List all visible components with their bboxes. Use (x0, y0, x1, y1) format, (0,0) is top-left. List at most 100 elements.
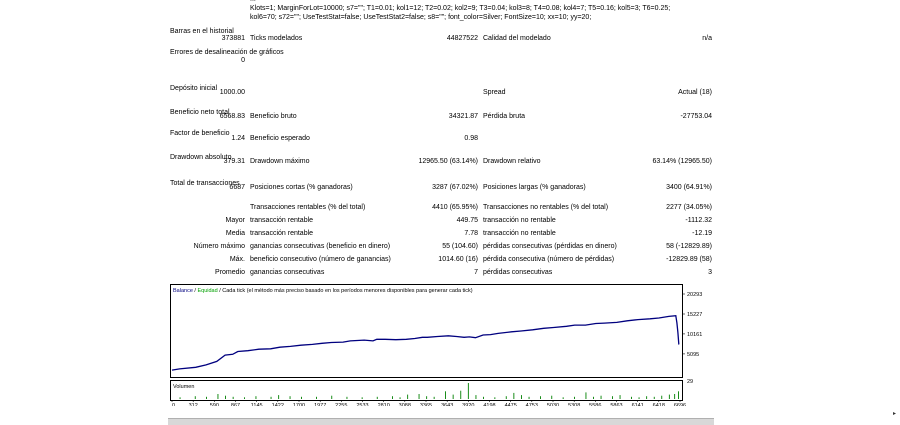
errors-value: 0 (241, 57, 245, 64)
maxal-loss-value: -12829.89 (58) (666, 256, 712, 263)
maxcons-win-value: 55 (104.60) (442, 243, 478, 250)
volume-bar (585, 392, 587, 399)
volume-bar (433, 396, 435, 399)
maxcons-loss-label: pérdidas consecutivas (pérdidas en diner… (483, 243, 617, 250)
scroll-right-arrow[interactable]: ▸ (892, 411, 896, 417)
volume-bar (376, 396, 378, 399)
x-tick-label: 590 (210, 403, 219, 406)
volume-bar (612, 396, 613, 399)
average-win-value: 7.78 (464, 230, 478, 237)
volume-bar (467, 383, 469, 399)
x-tick-label: 5586 (589, 403, 601, 406)
volume-bar (331, 395, 333, 399)
ticks-value: 44827522 (446, 35, 478, 42)
volume-bar (301, 396, 302, 399)
x-tick-label: 2533 (356, 403, 368, 406)
row-deposit: Depósito inicial 1000.00 Spread Actual (… (170, 85, 715, 109)
y-tick-label: 10161 (687, 332, 702, 338)
deposit-label: Depósito inicial (170, 85, 218, 92)
volume-bar (399, 397, 401, 399)
row-pf: Factor de beneficio 1.24 Beneficio esper… (170, 130, 715, 154)
max-dd-value: 12965.50 (63.14%) (418, 158, 478, 165)
gross-loss-value: -27753.04 (680, 113, 712, 120)
volume-bar (505, 396, 507, 399)
x-tick-label: 6418 (653, 403, 665, 406)
legend-description: / Cada tick (el método más preciso basad… (218, 288, 473, 294)
expected-value: 0.98 (464, 135, 478, 142)
row-avgcons: Promedio ganancias consecutivas 7 pérdid… (170, 267, 715, 280)
total-value: 6687 (229, 184, 245, 191)
gross-profit-value: 34321.87 (448, 113, 478, 120)
average-win-label: transacción rentable (250, 230, 314, 237)
bars-value: 373881 (221, 35, 245, 42)
report-table: Barras en el historial 373881 Ticks mode… (170, 28, 715, 280)
x-tick-label: 1700 (293, 403, 305, 406)
x-tick-label: 3643 (441, 403, 453, 406)
deposit-value: 1000.00 (219, 89, 245, 96)
x-tick-label: 312 (189, 403, 198, 406)
x-tick-label: 5863 (610, 403, 622, 406)
net-label: Beneficio neto total (170, 109, 230, 116)
row-average: Media transacción rentable 7.78 transacc… (170, 228, 715, 241)
volume-bar (270, 396, 272, 399)
gross-loss-label: Pérdida bruta (483, 113, 526, 120)
rel-dd-value: 63.14% (12965.50) (652, 158, 712, 165)
expected-label: Beneficio esperado (250, 135, 310, 142)
chart-legend: Balance / Equidad / Cada tick (el método… (173, 288, 473, 294)
volume-bar (225, 395, 226, 399)
x-tick-label: 6696 (674, 403, 686, 406)
long-value: 3400 (64.91%) (666, 184, 712, 191)
maxcons-win-label: ganancias consecutivas (beneficio en din… (250, 243, 391, 250)
profitable-label: Transacciones rentables (% del total) (250, 204, 366, 211)
volume-bar (600, 395, 602, 399)
row-largest: Mayor transacción rentable 449.75 transa… (170, 215, 715, 228)
x-tick-label: 5030 (547, 403, 559, 406)
volume-bar (551, 395, 553, 399)
net-value: 6568.83 (219, 113, 245, 120)
volume-bar (678, 391, 679, 399)
volume-bar (316, 396, 317, 399)
gross-profit-label: Beneficio bruto (250, 113, 297, 120)
short-label: Posiciones cortas (% ganadoras) (250, 184, 353, 191)
volume-bar (346, 396, 348, 399)
volume-bar (593, 396, 594, 399)
volume-bar (668, 394, 670, 399)
maxal-win-label: beneficio consecutivo (número de gananci… (250, 256, 391, 263)
x-tick-label: 3920 (462, 403, 474, 406)
x-tick-label: 3088 (399, 403, 411, 406)
volume-pane-frame (170, 380, 683, 401)
volume-bar (494, 397, 496, 399)
long-label: Posiciones largas (% ganadoras) (483, 184, 586, 191)
x-tick-label: 1977 (314, 403, 326, 406)
x-axis-ticks: 0 312 590 867 1145 1422 1700 1977 2255 2533 2810 30… (171, 400, 686, 406)
ticks-label: Ticks modelados (250, 35, 303, 42)
volume-tick-label: 29 (687, 379, 693, 385)
row-maxcons: Número máximo ganancias consecutivas (be… (170, 241, 715, 254)
largest-win-label: transacción rentable (250, 217, 314, 224)
row-bars: Barras en el historial 373881 Ticks mode… (170, 28, 715, 49)
row-errors: Errores de desalineación de gráficos 0 (170, 49, 715, 85)
spread-label: Spread (483, 89, 506, 96)
volume-bar (244, 397, 245, 399)
maxal-win-value: 1014.60 (16) (438, 256, 478, 263)
volume-bars (179, 383, 679, 399)
x-tick-label: 4475 (505, 403, 517, 406)
average-label: Media (225, 230, 245, 237)
x-tick-label: 1145 (251, 403, 263, 406)
y-axis-ticks: 20293 15227 10161 5095 29 (682, 292, 702, 385)
quality-value: n/a (702, 35, 712, 42)
largest-win-value: 449.75 (456, 217, 478, 224)
avgcons-loss-label: pérdidas consecutivas (483, 269, 553, 276)
largest-label: Mayor (225, 217, 245, 224)
volume-label: Volumen (173, 384, 194, 390)
volume-bar (638, 397, 640, 399)
volume-bar (521, 395, 522, 399)
y-tick-label: 20293 (687, 292, 702, 298)
x-tick-label: 3365 (420, 403, 432, 406)
x-tick-label: 4753 (526, 403, 538, 406)
unprofitable-label: Transacciones no rentables (% del total) (483, 204, 609, 211)
avgcons-loss-value: 3 (708, 269, 712, 276)
maxal-loss-label: pérdida consecutiva (número de pérdidas) (483, 256, 615, 263)
pf-label: Factor de beneficio (170, 130, 230, 137)
balance-chart-svg: Balance / Equidad / Cada tick (el método… (170, 284, 702, 406)
